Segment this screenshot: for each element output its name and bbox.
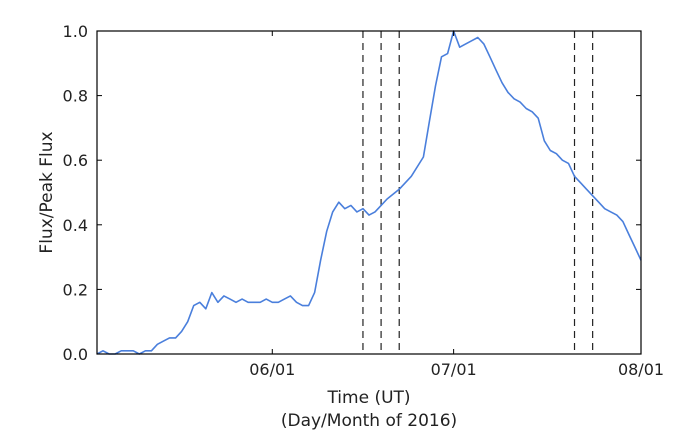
vertical-marker-lines: [362, 31, 594, 354]
y-tick-label: 0.0: [63, 345, 88, 364]
y-tick-label: 0.4: [63, 216, 88, 235]
y-axis-ticks: 0.0 0.2 0.4 0.6 0.8 1.0: [63, 22, 641, 364]
x-axis-label: Time (UT): [326, 388, 410, 408]
x-axis-ticks: 06/01 07/01 08/01: [249, 31, 664, 379]
flux-series: [96, 30, 642, 355]
y-tick-label: 0.6: [63, 151, 88, 170]
y-axis-label: Flux/Peak Flux: [37, 131, 57, 253]
y-tick-label: 1.0: [63, 22, 88, 41]
y-tick-label: 0.2: [63, 280, 88, 299]
y-tick-label: 0.8: [63, 87, 88, 106]
x-tick-label: 06/01: [249, 360, 295, 379]
plot-frame: [96, 30, 642, 355]
series-line-1: [96, 30, 642, 355]
x-axis-sublabel: (Day/Month of 2016): [281, 411, 457, 431]
x-tick-label: 07/01: [431, 360, 477, 379]
x-tick-label: 08/01: [618, 360, 664, 379]
